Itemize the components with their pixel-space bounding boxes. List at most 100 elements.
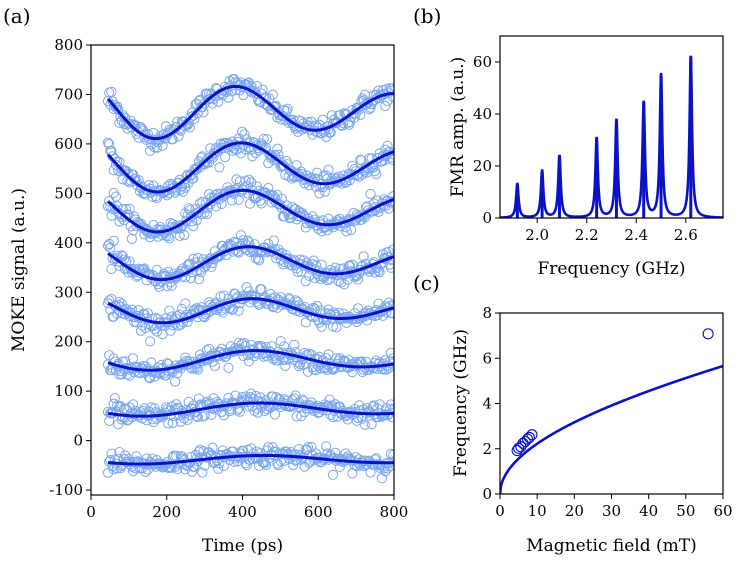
a-series-2-point — [365, 188, 376, 199]
a-series-2-point — [284, 213, 295, 224]
c-y-ticks: 0 2 4 6 8 — [482, 304, 500, 503]
a-series-0-point — [312, 127, 323, 138]
a-series-0-point — [385, 85, 394, 96]
b-spectrum — [500, 55, 723, 218]
a-series-6-point — [327, 411, 339, 423]
a-series-3-point — [330, 262, 341, 273]
a-series-2-point — [233, 194, 244, 205]
a-series-6-point — [269, 409, 281, 420]
a-series-0-point — [281, 105, 292, 117]
c-y-tick-label: 8 — [482, 304, 492, 322]
a-y-tick-label: 100 — [54, 382, 83, 400]
a-series-4-point — [144, 336, 156, 347]
b-y-axis-label: FMR amp. (a.u.) — [448, 57, 468, 198]
a-series-1-point — [262, 133, 273, 145]
a-series-6-fit — [107, 401, 394, 418]
a-series-6-point — [140, 408, 151, 419]
a-series-2-point — [216, 198, 227, 210]
c-fit-line — [500, 364, 723, 494]
a-series-4-point — [114, 296, 125, 308]
a-series-1-point — [108, 165, 119, 176]
a-series-6-point — [114, 401, 125, 413]
a-series-2-point — [251, 181, 262, 192]
a-x-tick-label: 800 — [380, 503, 409, 521]
a-series-5-point — [331, 353, 342, 364]
a-fit-curves — [106, 85, 394, 466]
a-series-2-point — [174, 230, 185, 241]
c-axes-frame — [499, 312, 724, 495]
a-y-tick-label: -100 — [49, 481, 83, 499]
a-series-4-point — [325, 309, 336, 320]
a-series-1-fit — [106, 141, 394, 194]
a-series-6-point — [252, 407, 264, 418]
a-series-3-point — [304, 270, 315, 281]
a-series-3-point — [296, 266, 307, 277]
a-series-3-point — [388, 244, 394, 255]
a-series-7-point — [347, 468, 358, 479]
a-series-4-point — [232, 291, 243, 303]
a-series-5-point — [289, 339, 300, 350]
a-series-6-point — [271, 391, 282, 403]
c-x-tick-label: 10 — [528, 502, 547, 520]
a-series-7-point — [187, 466, 198, 477]
a-series-3-point — [150, 276, 161, 287]
a-series-3-point — [235, 230, 247, 241]
a-series-1-point — [250, 147, 261, 159]
a-series-5-point — [209, 360, 220, 372]
a-series-0-point — [362, 97, 373, 108]
a-series-7-point — [189, 461, 200, 472]
c-point-0 — [511, 445, 523, 457]
c-point-7 — [526, 429, 538, 441]
a-series-0-point — [185, 111, 197, 122]
c-y-axis-label: Frequency (GHz) — [451, 329, 471, 477]
a-y-tick-label: 0 — [73, 432, 83, 450]
a-series-2-point — [126, 233, 138, 244]
a-series-1-point — [285, 165, 297, 176]
a-series-2-point — [109, 203, 120, 215]
c-x-tick-label: 40 — [639, 502, 658, 520]
a-series-2-point — [173, 220, 184, 231]
c-y-tick-label: 0 — [482, 485, 492, 503]
a-series-7-point — [172, 463, 183, 475]
a-series-6-point — [109, 393, 120, 404]
a-series-6-point — [182, 414, 193, 425]
a-series-3-point — [384, 259, 394, 270]
a-series-2-point — [164, 233, 175, 244]
a-series-3-point — [206, 261, 217, 273]
a-series-3-point — [383, 246, 394, 257]
a-series-4-point — [143, 318, 155, 330]
a-series-0-point — [342, 118, 353, 129]
a-series-7-point — [241, 460, 252, 471]
a-series-6-point — [124, 402, 135, 413]
a-series-3-point — [352, 274, 364, 285]
b-spectrum-line — [500, 55, 723, 218]
a-series-3-point — [385, 262, 394, 273]
a-series-3-point — [162, 280, 173, 292]
a-y-tick-label: 600 — [54, 135, 83, 153]
a-series-6-point — [192, 411, 203, 423]
a-series-6-point — [379, 410, 390, 421]
c-y-tick-label: 4 — [482, 395, 492, 413]
panel-a-label: (a) — [3, 4, 31, 28]
a-series-2-point — [201, 209, 212, 220]
b-axes-frame — [499, 35, 724, 219]
b-y-tick-label: 20 — [473, 157, 492, 175]
a-series-1-point — [371, 169, 382, 180]
panel-c: (c) 0 10 20 30 40 50 60 0 2 4 6 8 Magnetic field (… — [413, 271, 733, 556]
a-series-6-point — [297, 394, 308, 405]
a-series-7-point — [302, 441, 314, 453]
a-series-6-point — [367, 401, 378, 412]
a-series-1-point — [202, 153, 214, 164]
a-series-2-point — [205, 199, 216, 210]
a-series-2-point — [346, 224, 357, 236]
c-point-4 — [519, 435, 531, 448]
a-series-0-point — [201, 88, 212, 99]
a-series-4-point — [323, 304, 334, 315]
a-series-0-point — [223, 92, 234, 103]
b-x-tick-label: 2.6 — [674, 226, 698, 244]
a-series-3-point — [292, 266, 303, 278]
a-y-tick-label: 300 — [54, 283, 83, 301]
a-series-0-point — [251, 81, 262, 92]
a-y-tick-label: 400 — [54, 234, 83, 252]
